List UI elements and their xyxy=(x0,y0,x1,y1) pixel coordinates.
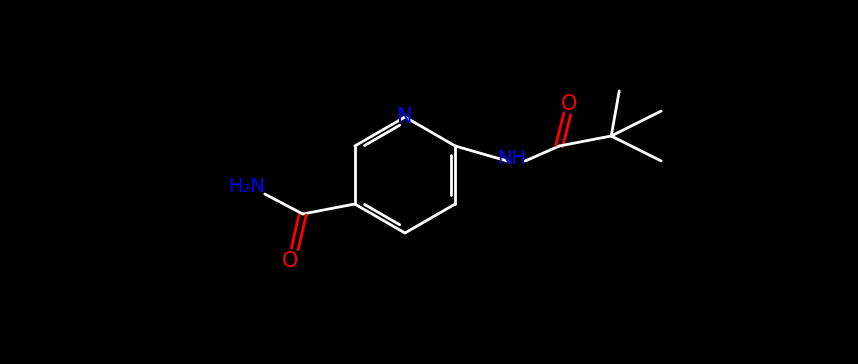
Text: O: O xyxy=(561,94,577,114)
Text: NH: NH xyxy=(497,150,526,169)
Text: H₂N: H₂N xyxy=(228,177,265,195)
Text: N: N xyxy=(397,107,413,127)
Text: O: O xyxy=(281,251,298,271)
